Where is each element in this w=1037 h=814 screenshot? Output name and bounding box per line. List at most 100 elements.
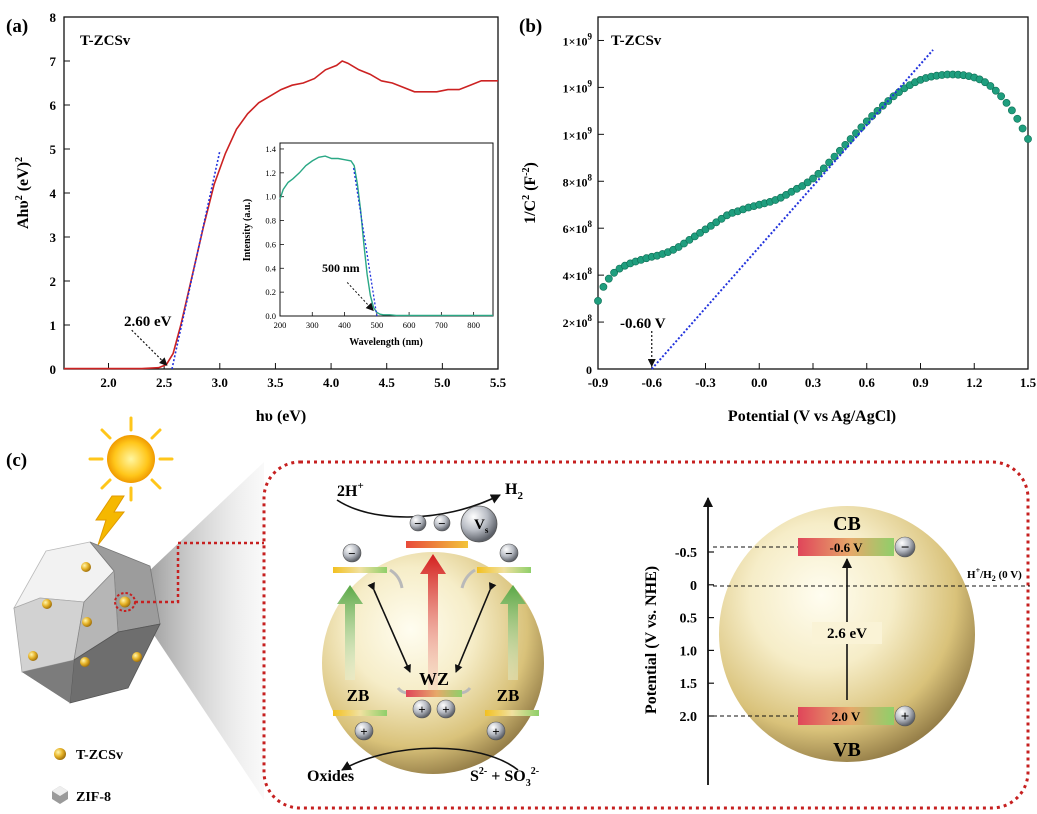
data-point xyxy=(803,178,812,187)
inset-plot xyxy=(279,155,493,317)
data-point xyxy=(685,235,694,244)
x-tick-label: 0.9 xyxy=(912,375,929,390)
panel-a-annotation: 2.60 eV xyxy=(124,314,172,330)
y-tick-label: 4×108 xyxy=(563,266,593,283)
data-point xyxy=(991,86,1000,95)
data-point xyxy=(997,92,1005,101)
inset-ylabel: Intensity (a.u.) xyxy=(242,199,253,262)
data-point xyxy=(819,164,828,173)
data-point xyxy=(604,274,613,283)
x-tick-label: -0.9 xyxy=(588,375,609,390)
panel-a: (a) T-ZCSv 2.0 2.5 3.0 3.5 4.0 4.5 5.0 5.5 0 1 2 3 4… xyxy=(6,10,507,425)
fit-line xyxy=(650,49,934,370)
data-point xyxy=(846,135,855,143)
svg-text:−: − xyxy=(348,546,355,561)
inset-xlabel: Wavelength (nm) xyxy=(349,337,423,348)
x-tick-label: 2.0 xyxy=(100,375,116,390)
inset-frame xyxy=(279,142,494,317)
data-point xyxy=(809,174,817,183)
data-point xyxy=(1008,106,1016,115)
panel-b-xlabel: Potential (V vs Ag/AgCl) xyxy=(728,408,896,425)
data-point xyxy=(830,152,839,161)
panel-a-ylabel: Ahυ2 (eV)2 xyxy=(14,157,32,229)
x-tick-label: -0.6 xyxy=(641,375,662,390)
data-point xyxy=(1013,114,1022,123)
potential-axis-ticks: -0.5 0 0.5 1.0 1.5 2.0 xyxy=(675,546,714,725)
absorbance-curve xyxy=(279,155,493,317)
x-tick-label: 4.0 xyxy=(323,375,339,390)
y-tick-label: 3 xyxy=(50,230,57,245)
panel-b-sample-label: T-ZCSv xyxy=(611,33,662,49)
inset-x-tick-label: 600 xyxy=(403,320,416,330)
inset-y-tick-label: 1.0 xyxy=(265,192,276,202)
oxidation-arrow xyxy=(341,747,519,771)
data-point xyxy=(696,228,704,237)
y-tick-label: 2×108 xyxy=(563,313,593,330)
zb-left-cb-bar xyxy=(333,567,387,573)
inset-y-tick-label: 1.4 xyxy=(265,144,276,154)
transfer-arrow-left xyxy=(367,581,411,673)
panel-a-label: (a) xyxy=(6,16,28,37)
zoom-beam xyxy=(126,462,264,800)
inset-annotation: 500 nm xyxy=(322,261,360,275)
sun-icon xyxy=(88,416,174,502)
inset-y-tick-label: 0.4 xyxy=(265,263,276,273)
data-point xyxy=(707,221,715,230)
potential-tick-label: -0.5 xyxy=(675,546,697,561)
data-point xyxy=(986,82,995,90)
data-point xyxy=(1024,135,1032,143)
panel-b-axes: -0.9 -0.6 -0.3 0.0 0.3 0.6 0.9 1.2 1.5 0 2×108 4×10… xyxy=(563,31,1037,390)
cb-value: -0.6 V xyxy=(830,540,864,555)
panel-a-inset: 200 300 400 500 600 700 800 0.0 0.2 0.4 0.6 0.8 1.0 1… xyxy=(242,142,494,348)
svg-text:+: + xyxy=(418,702,425,717)
cb-bar xyxy=(798,538,894,556)
svg-text:+: + xyxy=(901,709,910,725)
y-tick-label: 6 xyxy=(50,98,57,113)
vb-value: 2.0 V xyxy=(832,709,861,724)
potential-tick-label: 2.0 xyxy=(680,710,698,725)
hole-icon xyxy=(412,699,432,719)
electron-icon xyxy=(409,514,427,532)
inset-x-tick-label: 700 xyxy=(435,320,448,330)
svg-text:+: + xyxy=(442,702,449,717)
svg-text:+: + xyxy=(360,724,367,739)
wz-cb-bar xyxy=(406,541,468,548)
x-tick-label: 3.0 xyxy=(212,375,228,390)
vacancy-label: Vs xyxy=(474,517,489,535)
data-point xyxy=(674,243,683,251)
transfer-arrow-right xyxy=(454,582,497,673)
band-gap-value: 2.6 eV xyxy=(827,626,867,642)
h2-evolution-arrow xyxy=(336,494,501,518)
potential-tick-label: 1.5 xyxy=(680,677,698,692)
x-tick-label: 4.5 xyxy=(379,375,396,390)
panel-c-label: (c) xyxy=(6,450,27,471)
x-tick-label: 1.2 xyxy=(966,375,982,390)
data-point xyxy=(1018,124,1027,133)
data-point xyxy=(599,282,608,291)
hole-icon xyxy=(354,721,374,741)
svg-text:−: − xyxy=(901,540,910,556)
svg-text:−: − xyxy=(438,516,445,531)
svg-text:−: − xyxy=(414,516,421,531)
panel-a-xlabel: hυ (eV) xyxy=(256,408,307,425)
wz-excitation-arrow xyxy=(420,554,446,690)
panel-b-ylabel: 1/C2 (F-2) xyxy=(521,162,539,224)
panel-a-sample-label: T-ZCSv xyxy=(80,33,131,49)
zb-right-label: ZB xyxy=(497,686,520,705)
y-tick-label: 2 xyxy=(50,274,57,289)
data-point xyxy=(680,239,688,248)
data-point xyxy=(701,225,710,234)
zoom-frame xyxy=(262,460,1030,810)
y-tick-label: 4 xyxy=(50,186,57,201)
tzcsv-particles xyxy=(28,562,142,667)
panel-b: (b) T-ZCSv -0.9 -0.6 -0.3 0.0 0.3 0.6 0.9 1.2 1.… xyxy=(519,16,1037,425)
wz-vb-bar xyxy=(406,690,462,697)
data-point xyxy=(594,296,602,305)
y-tick-label: 7 xyxy=(50,54,57,69)
y-tick-label: 5 xyxy=(50,142,57,157)
data-point xyxy=(798,182,807,190)
x-tick-label: 0.6 xyxy=(859,375,876,390)
zoom-connector xyxy=(135,541,264,604)
electron-icon xyxy=(499,543,519,563)
